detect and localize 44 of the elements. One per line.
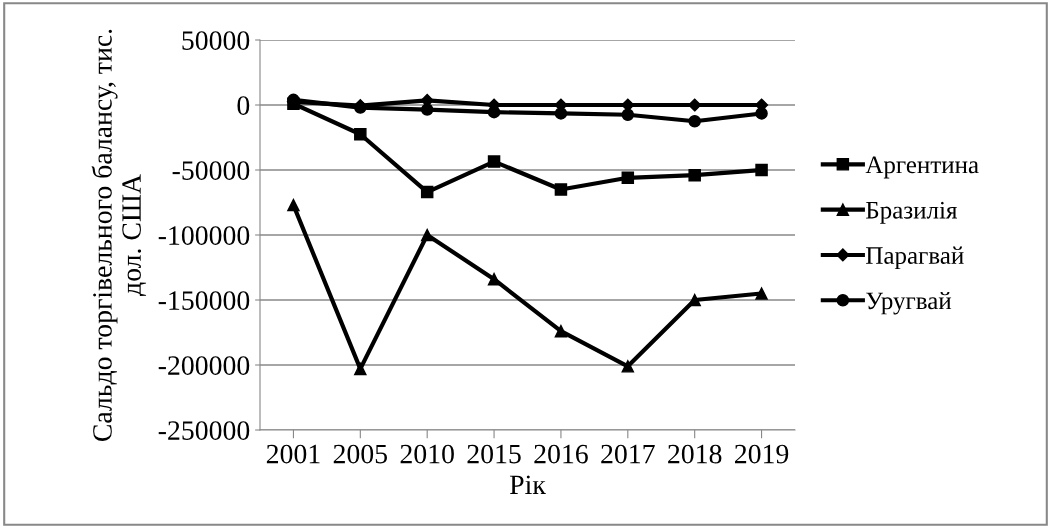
y-tick-label: 50000 [182, 31, 250, 50]
point [554, 324, 568, 338]
point [487, 155, 501, 168]
point [621, 360, 635, 373]
x-tick-label: 2017 [601, 444, 655, 464]
y-tick-label: 0 [237, 96, 250, 115]
point [487, 105, 501, 119]
point [354, 127, 367, 141]
point [688, 114, 701, 128]
point [554, 183, 568, 196]
legend-label: Парагвай [866, 246, 964, 270]
point [755, 107, 768, 120]
x-tick-label: 2018 [668, 444, 722, 464]
legend-label: Уругвай [866, 291, 952, 315]
point [621, 98, 635, 112]
x-tick-label: 2005 [333, 444, 388, 464]
point [688, 168, 701, 182]
y-tick-label: -250000 [158, 421, 250, 440]
x-tick-label: 2019 [735, 444, 789, 464]
x-tick-label: 2001 [266, 444, 320, 464]
point [554, 107, 568, 120]
point [688, 293, 701, 307]
x-axis-title: Рік [509, 475, 546, 494]
point [755, 163, 768, 177]
y-tick-label: -100000 [158, 226, 250, 245]
y-tick-label: -50000 [172, 161, 250, 180]
x-tick-label: 2010 [400, 444, 454, 464]
y-axis-title: Сальдо торгівельного балансу, тис. дол. США [91, 29, 147, 442]
point [688, 98, 702, 112]
point [487, 272, 501, 286]
point [354, 362, 367, 376]
point [420, 228, 434, 242]
y-tick-label: -150000 [158, 291, 250, 310]
legend-label: Аргентина [865, 156, 979, 179]
legend-label: Бразилія [866, 201, 958, 224]
point [621, 108, 635, 122]
x-tick-label: 2016 [534, 444, 588, 464]
point [420, 103, 434, 116]
point [420, 185, 434, 199]
point [755, 287, 768, 300]
point [621, 171, 635, 185]
point [287, 198, 300, 212]
x-tick-label: 2015 [467, 444, 521, 464]
y-tick-label: -200000 [158, 356, 250, 375]
